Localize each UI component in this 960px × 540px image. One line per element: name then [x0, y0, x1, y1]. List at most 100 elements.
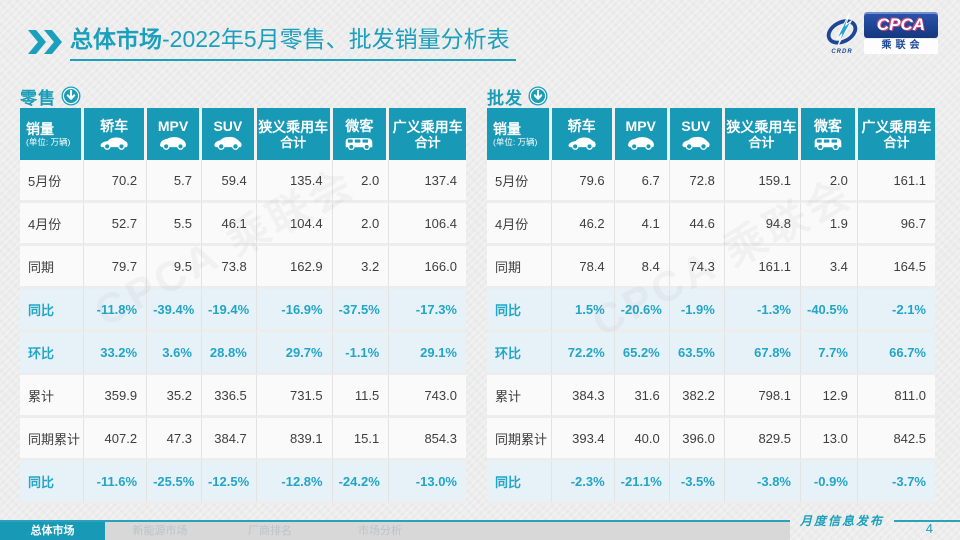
cell-value: 104.4 — [256, 203, 333, 246]
column-header-狭义乘用车: 狭义乘用车 合计 — [724, 108, 801, 160]
cell-value: 1.5% — [551, 289, 615, 332]
column-header-suv: SUV — [201, 108, 257, 160]
cell-value: 29.7% — [256, 332, 333, 375]
column-label: SUV — [681, 117, 711, 134]
footer-note: 月度信息发布 — [799, 514, 884, 528]
column-label-line2: 合计 — [883, 134, 910, 150]
cell-value: 79.6 — [551, 160, 615, 203]
cell-value: -13.0% — [389, 461, 466, 504]
table-row-同期: 同期 78.4 8.4 74.3 161.1 3.4 164.5 — [487, 246, 935, 289]
cell-value: 743.0 — [389, 375, 466, 418]
cell-value: 12.9 — [801, 375, 858, 418]
column-header-mpv: MPV — [614, 108, 670, 160]
column-header-微客: 微客 — [801, 108, 858, 160]
row-label: 累计 — [487, 375, 552, 418]
cell-value: 829.5 — [724, 418, 801, 461]
cell-value: 29.1% — [389, 332, 466, 375]
column-header-广义乘用车: 广义乘用车 合计 — [389, 108, 466, 160]
cell-value: 5.5 — [147, 203, 202, 246]
column-label: MPV — [625, 117, 656, 134]
footer-rule: 月度信息发布 — [0, 512, 960, 529]
sedan-icon — [552, 136, 612, 151]
cell-value: -24.2% — [332, 461, 390, 504]
column-label: 销量 — [493, 120, 521, 137]
wholesale-section-header: 批发 — [487, 84, 935, 108]
cell-value: 74.3 — [669, 246, 725, 289]
cell-value: 47.3 — [147, 418, 202, 461]
table-row-同期: 同期 79.7 9.5 73.8 162.9 3.2 166.0 — [20, 246, 466, 289]
page-title-rest: -2022年5月零售、批发销量分析表 — [162, 26, 510, 52]
column-unit-label: (单位: 万辆) — [493, 136, 538, 147]
cell-value: 811.0 — [857, 375, 935, 418]
row-label: 5月份 — [20, 160, 85, 203]
row-label: 同比 — [487, 289, 552, 332]
page-title-highlight: 总体市场 — [70, 26, 162, 52]
column-label: 微客 — [345, 117, 374, 134]
table-row-4月份: 4月份 52.7 5.5 46.1 104.4 2.0 106.4 — [20, 203, 466, 246]
table-row-累计: 累计 359.9 35.2 336.5 731.5 11.5 743.0 — [20, 375, 466, 418]
cell-value: 2.0 — [801, 160, 858, 203]
cell-value: -21.1% — [614, 461, 670, 504]
column-label: 狭义乘用车 — [726, 118, 797, 135]
cell-value: 31.6 — [614, 375, 670, 418]
cell-value: 842.5 — [857, 418, 935, 461]
cell-value: 8.4 — [614, 246, 670, 289]
cell-value: 161.1 — [857, 160, 935, 203]
cell-value: 3.2 — [332, 246, 390, 289]
cell-value: -3.8% — [724, 461, 801, 504]
footer-tab-市场分析[interactable]: 市场分析 — [325, 522, 435, 540]
sedan-icon — [84, 136, 144, 151]
mpv-icon — [615, 136, 667, 151]
logo-cn-name: 乘联会 — [864, 39, 938, 54]
cell-value: -1.1% — [332, 332, 390, 375]
cell-value: 798.1 — [724, 375, 801, 418]
row-label: 同期 — [487, 246, 552, 289]
cell-value: 33.2% — [84, 332, 148, 375]
cell-value: 72.2% — [551, 332, 615, 375]
cell-value: 359.9 — [84, 375, 148, 418]
cell-value: -2.3% — [551, 461, 615, 504]
column-label: 销量 — [26, 120, 54, 137]
column-header-sales: 销量 (单位: 万辆) — [487, 108, 552, 160]
footer-tab-新能源市场[interactable]: 新能源市场 — [105, 522, 215, 540]
row-label: 同比 — [20, 461, 85, 504]
logo-caption: CRDR — [831, 49, 853, 55]
logo-acronym: CPCA — [864, 12, 938, 38]
cell-value: 336.5 — [201, 375, 257, 418]
cell-value: -0.9% — [801, 461, 858, 504]
table-row-同期累计: 同期累计 407.2 47.3 384.7 839.1 15.1 854.3 — [20, 418, 466, 461]
cell-value: 407.2 — [84, 418, 148, 461]
cell-value: 73.8 — [201, 246, 257, 289]
table-row-同期累计: 同期累计 393.4 40.0 396.0 829.5 13.0 842.5 — [487, 418, 935, 461]
footer-tab-总体市场[interactable]: 总体市场 — [0, 522, 105, 540]
row-label: 5月份 — [487, 160, 552, 203]
cell-value: 2.0 — [332, 203, 390, 246]
footer-tab-厂商排名[interactable]: 厂商排名 — [215, 522, 325, 540]
cell-value: 384.7 — [201, 418, 257, 461]
cell-value: 28.8% — [201, 332, 257, 375]
retail-panel: 零售 销量 (单位: 万辆) 轿车 MPV SUV 狭义乘用车 合计 微客 广义乘用车 合计 5月份… — [20, 84, 466, 504]
retail-table: 销量 (单位: 万辆) 轿车 MPV SUV 狭义乘用车 合计 微客 广义乘用车 合计 5月份 70.… — [20, 108, 466, 504]
table-row-同比: 同比 -11.8% -39.4% -19.4% -16.9% -37.5% -17.3% — [20, 289, 466, 332]
table-row-同比: 同比 -2.3% -21.1% -3.5% -3.8% -0.9% -3.7% — [487, 461, 935, 504]
page-title: 总体市场-2022年5月零售、批发销量分析表 — [70, 22, 516, 61]
column-label: 广义乘用车 — [861, 118, 932, 135]
cell-value: 52.7 — [84, 203, 148, 246]
cell-value: 393.4 — [551, 418, 615, 461]
table-row-5月份: 5月份 79.6 6.7 72.8 159.1 2.0 161.1 — [487, 160, 935, 203]
microvan-icon — [333, 136, 387, 151]
cell-value: 162.9 — [256, 246, 333, 289]
cell-value: 11.5 — [332, 375, 390, 418]
column-unit-label: (单位: 万辆) — [26, 136, 71, 147]
cell-value: 137.4 — [389, 160, 466, 203]
retail-section-label: 零售 — [20, 88, 56, 108]
cell-value: 3.4 — [801, 246, 858, 289]
cell-value: 79.7 — [84, 246, 148, 289]
cell-value: -12.8% — [256, 461, 333, 504]
column-header-轿车: 轿车 — [551, 108, 615, 160]
wholesale-table: 销量 (单位: 万辆) 轿车 MPV SUV 狭义乘用车 合计 微客 广义乘用车 合计 5月份 79.… — [487, 108, 935, 504]
cell-value: 78.4 — [551, 246, 615, 289]
row-label: 环比 — [487, 332, 552, 375]
cell-value: -40.5% — [801, 289, 858, 332]
column-label-line2: 合计 — [414, 134, 441, 150]
